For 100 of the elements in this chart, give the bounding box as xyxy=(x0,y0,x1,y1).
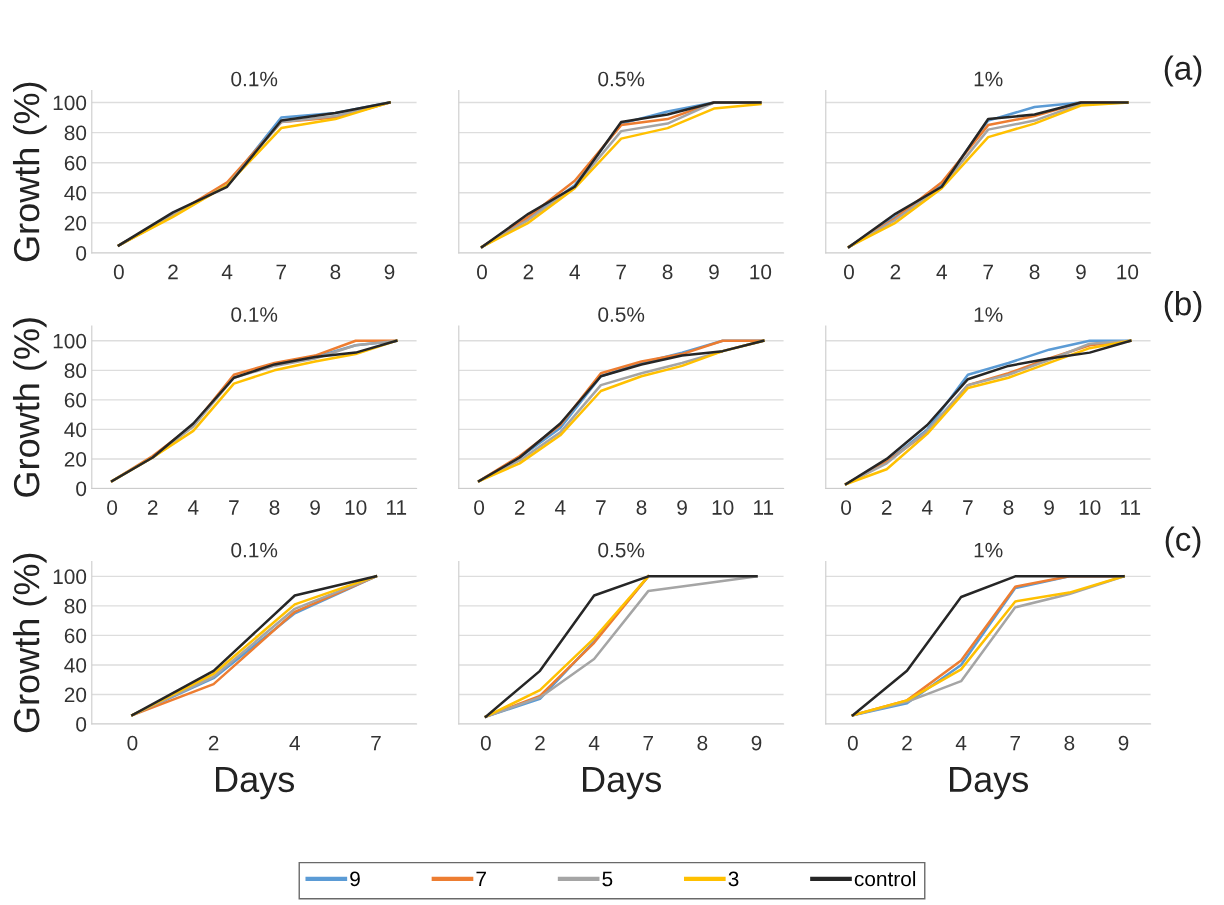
chart-title: 0.1% xyxy=(231,542,278,558)
x-tick-label: 2 xyxy=(890,264,901,280)
x-tick-label: 2 xyxy=(902,735,912,751)
x-tick-label: 10 xyxy=(345,500,367,515)
x-tick-label: 4 xyxy=(955,735,967,751)
x-tick-label: 11 xyxy=(1121,500,1141,515)
x-tick-label: 8 xyxy=(662,264,673,280)
x-tick-label: 2 xyxy=(208,735,219,751)
x-tick-label: 7 xyxy=(1010,735,1020,751)
x-axis-title: Days xyxy=(216,766,295,800)
x-tick-label: 0 xyxy=(480,735,491,751)
chart-title: 0.1% xyxy=(231,307,278,322)
y-axis-title: Growth (%) xyxy=(12,82,47,262)
x-tick-label: 0 xyxy=(844,264,854,280)
x-tick-label: 9 xyxy=(1044,500,1054,515)
chart-title: 0.1% xyxy=(231,71,278,87)
y-tick-label: 40 xyxy=(64,422,87,438)
y-tick-label: 80 xyxy=(64,125,87,141)
x-tick-label: 10 xyxy=(712,500,734,515)
chart-title: 1% xyxy=(974,307,1003,322)
x-tick-label: 4 xyxy=(554,500,566,515)
y-tick-label: 40 xyxy=(64,185,87,201)
x-tick-label: 2 xyxy=(147,500,158,515)
x-tick-label: 2 xyxy=(523,264,534,280)
x-tick-label: 9 xyxy=(384,264,395,280)
x-tick-label: 0 xyxy=(127,735,138,751)
x-tick-label: 7 xyxy=(276,264,286,280)
x-tick-label: 0 xyxy=(841,500,852,515)
x-tick-label: 11 xyxy=(387,500,407,515)
x-tick-label: 0 xyxy=(847,735,858,751)
x-tick-label: 8 xyxy=(697,735,708,751)
x-tick-label: 4 xyxy=(936,264,947,280)
x-tick-label: 2 xyxy=(514,500,525,515)
x-tick-label: 4 xyxy=(289,735,300,751)
chart-title: 0.5% xyxy=(598,542,645,558)
legend-label: 3 xyxy=(728,871,739,887)
x-tick-label: 0 xyxy=(474,500,485,515)
x-tick-label: 9 xyxy=(709,264,719,280)
x-tick-label: 8 xyxy=(330,264,341,280)
x-tick-label: 7 xyxy=(616,264,626,280)
text: (b) xyxy=(1164,291,1202,323)
y-tick-label: 40 xyxy=(64,657,87,673)
y-tick-label: 100 xyxy=(53,333,87,349)
y-axis-title: Growth (%) xyxy=(12,553,47,733)
x-tick-label: 10 xyxy=(1117,264,1139,280)
x-tick-label: 8 xyxy=(269,500,280,515)
x-tick-label: 7 xyxy=(963,500,973,515)
y-axis-title: Growth (%) xyxy=(12,318,47,497)
x-tick-label: 7 xyxy=(983,264,993,280)
y-tick-label: 0 xyxy=(76,245,87,261)
x-tick-label: 4 xyxy=(921,500,933,515)
x-tick-label: 4 xyxy=(187,500,199,515)
y-tick-label: 80 xyxy=(64,363,87,379)
x-tick-label: 4 xyxy=(588,735,600,751)
x-tick-label: 2 xyxy=(881,500,892,515)
x-tick-label: 11 xyxy=(754,500,774,515)
x-tick-label: 9 xyxy=(1076,264,1086,280)
y-tick-label: 100 xyxy=(53,95,87,111)
y-tick-label: 0 xyxy=(76,481,87,497)
x-tick-label: 8 xyxy=(636,500,647,515)
x-tick-label: 2 xyxy=(535,735,545,751)
y-tick-label: 80 xyxy=(64,598,87,614)
x-tick-label: 10 xyxy=(750,264,772,280)
text: (c) xyxy=(1165,526,1201,558)
y-tick-label: 60 xyxy=(64,392,87,408)
y-tick-label: 60 xyxy=(64,628,87,644)
x-tick-label: 0 xyxy=(113,264,124,280)
x-tick-label: 9 xyxy=(310,500,320,515)
y-tick-label: 100 xyxy=(53,569,87,585)
x-tick-label: 0 xyxy=(107,500,118,515)
x-tick-label: 10 xyxy=(1079,500,1101,515)
x-tick-label: 7 xyxy=(643,735,653,751)
x-tick-label: 9 xyxy=(1118,735,1129,751)
x-tick-label: 0 xyxy=(477,264,487,280)
y-tick-label: 20 xyxy=(64,215,87,231)
chart-title: 0.5% xyxy=(598,307,645,322)
y-tick-label: 60 xyxy=(64,155,87,171)
chart-title: 1% xyxy=(974,71,1003,87)
legend-label: 5 xyxy=(602,871,613,887)
legend-label: 7 xyxy=(476,871,486,887)
x-tick-label: 9 xyxy=(677,500,687,515)
x-tick-label: 7 xyxy=(229,500,239,515)
x-tick-label: 4 xyxy=(569,264,580,280)
x-axis-title: Days xyxy=(950,766,1029,800)
x-tick-label: 8 xyxy=(1003,500,1014,515)
x-tick-label: 9 xyxy=(751,735,762,751)
y-tick-label: 20 xyxy=(64,687,87,703)
chart-title: 1% xyxy=(974,542,1003,558)
x-axis-title: Days xyxy=(583,766,662,800)
text: (a) xyxy=(1164,55,1202,87)
legend-label: 9 xyxy=(350,871,360,887)
y-tick-label: 20 xyxy=(64,451,87,467)
x-tick-label: 8 xyxy=(1029,264,1040,280)
y-tick-label: 0 xyxy=(76,717,87,732)
x-tick-label: 7 xyxy=(596,500,606,515)
legend-label: control xyxy=(854,871,916,887)
chart-title: 0.5% xyxy=(598,71,645,87)
x-tick-label: 8 xyxy=(1064,735,1075,751)
x-tick-label: 4 xyxy=(221,264,233,280)
x-tick-label: 2 xyxy=(168,264,178,280)
